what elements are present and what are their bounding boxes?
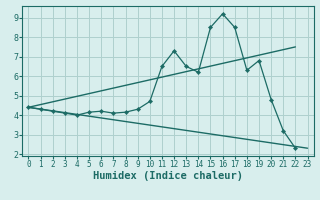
X-axis label: Humidex (Indice chaleur): Humidex (Indice chaleur) — [93, 171, 243, 181]
